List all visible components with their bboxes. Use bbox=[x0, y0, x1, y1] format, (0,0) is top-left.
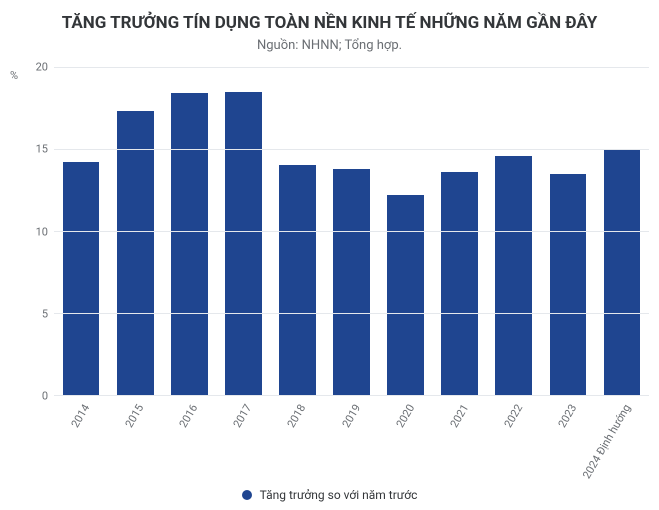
legend-swatch bbox=[242, 490, 252, 500]
x-tick-label: 2017 bbox=[231, 402, 255, 430]
bar bbox=[117, 111, 154, 395]
bar bbox=[441, 172, 478, 395]
bar bbox=[171, 93, 208, 395]
bar bbox=[604, 149, 641, 395]
x-tick-slot: 2022 bbox=[487, 396, 541, 486]
chart-title: TĂNG TRƯỞNG TÍN DỤNG TOÀN NỀN KINH TẾ NH… bbox=[10, 12, 649, 34]
bar bbox=[63, 162, 100, 395]
x-tick-slot: 2014 bbox=[54, 396, 108, 486]
credit-growth-chart: TĂNG TRƯỞNG TÍN DỤNG TOÀN NỀN KINH TẾ NH… bbox=[0, 0, 659, 510]
y-tick-label: 15 bbox=[36, 143, 48, 156]
gridline bbox=[54, 231, 649, 232]
plot bbox=[54, 67, 649, 396]
bar bbox=[387, 195, 424, 395]
x-tick-label: 2023 bbox=[556, 402, 580, 430]
x-tick-label: 2016 bbox=[177, 402, 201, 430]
x-tick-label: 2022 bbox=[501, 402, 525, 430]
bar bbox=[225, 92, 262, 395]
legend: Tăng trưởng so với năm trước bbox=[10, 488, 649, 502]
plot-column: 05101520 2014201520162017201820192020202… bbox=[28, 67, 649, 486]
x-tick-slot: 2021 bbox=[433, 396, 487, 486]
x-tick-slot: 2024 Định hướng bbox=[595, 396, 649, 486]
bar bbox=[333, 169, 370, 395]
x-tick-label: 2019 bbox=[339, 402, 363, 430]
x-tick-label: 2020 bbox=[393, 402, 417, 430]
gridline bbox=[54, 149, 649, 150]
gridline bbox=[54, 67, 649, 68]
y-axis-unit: % bbox=[10, 67, 28, 486]
x-tick-slot: 2017 bbox=[216, 396, 270, 486]
y-tick-label: 10 bbox=[36, 225, 48, 238]
y-tick-label: 20 bbox=[36, 61, 48, 74]
y-tick-label: 0 bbox=[42, 390, 48, 403]
x-tick-slot: 2015 bbox=[108, 396, 162, 486]
chart-source: Nguồn: NHNN; Tổng hợp. bbox=[10, 38, 649, 53]
x-tick-slot: 2018 bbox=[270, 396, 324, 486]
legend-label: Tăng trưởng so với năm trước bbox=[260, 488, 418, 502]
x-tick-slot: 2019 bbox=[324, 396, 378, 486]
x-tick-label: 2018 bbox=[285, 402, 309, 430]
bar bbox=[279, 165, 316, 395]
x-tick-slot: 2020 bbox=[379, 396, 433, 486]
x-tick-slot: 2016 bbox=[162, 396, 216, 486]
gridline bbox=[54, 313, 649, 314]
x-tick-label: 2021 bbox=[447, 402, 471, 430]
plot-area: % 05101520 20142015201620172018201920202… bbox=[10, 67, 649, 486]
bar bbox=[495, 156, 532, 395]
y-axis: 05101520 bbox=[28, 67, 54, 396]
y-tick-label: 5 bbox=[42, 307, 48, 320]
bar bbox=[550, 174, 587, 395]
x-tick-label: 2015 bbox=[123, 402, 147, 430]
x-tick-label: 2014 bbox=[69, 402, 93, 430]
x-axis: 2014 2015 2016 2017 2018 2019 2020 2021 2022 2023… bbox=[54, 396, 649, 486]
plot-row: 05101520 bbox=[28, 67, 649, 396]
